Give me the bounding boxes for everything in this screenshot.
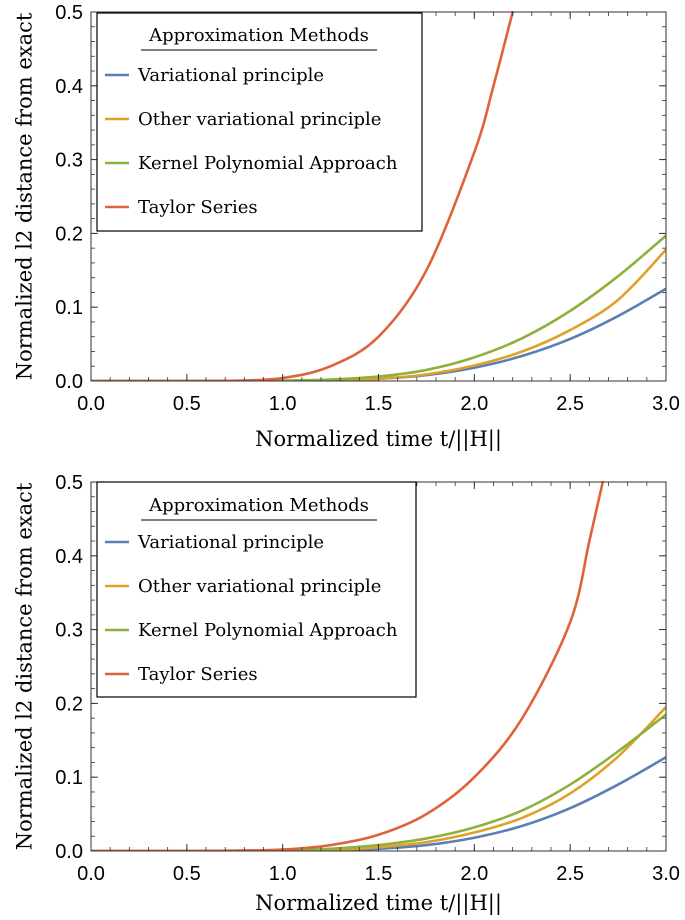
xtick-label: 1.5 [365, 393, 393, 415]
legend-entries: Variational principle Other variational p… [105, 65, 398, 218]
xtick-label: 0.0 [77, 393, 105, 415]
chart-top: 0.0 0.1 0.2 0.3 0.4 0.5 0.0 0.5 1.0 1.5 2.0 2.5 3.0… [12, 2, 680, 452]
series-line-1 [91, 248, 666, 381]
ytick-label: 0.0 [55, 371, 83, 393]
ytick-label: 0.5 [55, 472, 83, 494]
ytick-label: 0.4 [55, 76, 83, 98]
xtick-labels: 0.0 0.5 1.0 1.5 2.0 2.5 3.0 [77, 393, 680, 415]
xtick-label: 1.0 [269, 863, 297, 885]
xtick-label: 2.5 [556, 393, 584, 415]
y-axis-title: Normalized l2 distance from exact [12, 12, 36, 380]
legend-entries: Variational principle Other variational p… [105, 532, 398, 685]
chart-bottom: 0.0 0.1 0.2 0.3 0.4 0.5 0.0 0.5 1.0 1.5 2.0 2.5 3.0… [12, 472, 680, 916]
ytick-labels: 0.0 0.1 0.2 0.3 0.4 0.5 [55, 2, 83, 393]
ytick-label: 0.0 [55, 841, 83, 863]
legend: Approximation Methods Variational princi… [96, 12, 423, 232]
x-axis-title: Normalized time t/||H|| [255, 427, 502, 452]
legend-label-1: Other variational principle [138, 109, 381, 130]
legend-label-2: Kernel Polynomial Approach [138, 153, 398, 174]
ytick-label: 0.2 [55, 223, 83, 245]
x-axis-title: Normalized time t/||H|| [255, 891, 502, 916]
legend-title: Approximation Methods [148, 25, 369, 46]
series-line-0 [91, 755, 666, 851]
legend-title: Approximation Methods [148, 495, 369, 516]
ytick-label: 0.3 [55, 620, 83, 642]
xtick-label: 2.0 [460, 863, 488, 885]
legend-box [96, 12, 423, 232]
legend-label-3: Taylor Series [138, 664, 258, 685]
legend: Approximation Methods Variational princi… [96, 481, 417, 698]
legend-label-1: Other variational principle [138, 576, 381, 597]
series-line-2 [91, 713, 666, 851]
xtick-label: 1.5 [365, 863, 393, 885]
ytick-label: 0.1 [55, 767, 83, 789]
series-line-2 [91, 234, 666, 381]
ytick-label: 0.5 [55, 2, 83, 24]
ytick-label: 0.1 [55, 297, 83, 319]
ytick-label: 0.3 [55, 150, 83, 172]
ytick-label: 0.4 [55, 546, 83, 568]
xtick-label: 2.5 [556, 863, 584, 885]
xtick-label: 0.0 [77, 863, 105, 885]
legend-label-0: Variational principle [137, 532, 324, 553]
ytick-label: 0.2 [55, 693, 83, 715]
xtick-label: 3.0 [652, 393, 680, 415]
legend-label-0: Variational principle [137, 65, 324, 86]
xtick-label: 0.5 [173, 863, 201, 885]
ytick-labels: 0.0 0.1 0.2 0.3 0.4 0.5 [55, 472, 83, 863]
legend-label-2: Kernel Polynomial Approach [138, 620, 398, 641]
xtick-label: 0.5 [173, 393, 201, 415]
legend-label-3: Taylor Series [138, 197, 258, 218]
xtick-label: 2.0 [460, 393, 488, 415]
xtick-label: 3.0 [652, 863, 680, 885]
xtick-label: 1.0 [269, 393, 297, 415]
xtick-labels: 0.0 0.5 1.0 1.5 2.0 2.5 3.0 [77, 863, 680, 885]
y-axis-title: Normalized l2 distance from exact [12, 482, 36, 850]
legend-box [96, 481, 417, 698]
